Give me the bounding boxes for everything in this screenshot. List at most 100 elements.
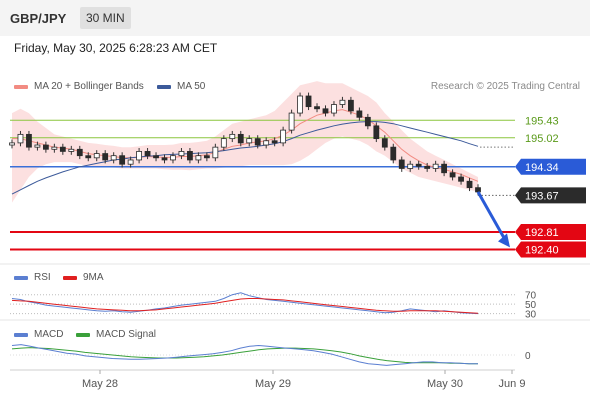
candle-body [280, 129, 287, 144]
candle-body [9, 142, 15, 146]
candle-body [161, 157, 168, 161]
candle-body [475, 187, 481, 193]
candle-body [407, 163, 414, 169]
candle-body [449, 172, 456, 178]
forecast-arrow-head [498, 233, 510, 248]
ma50-line [11, 121, 479, 195]
candle-body [76, 148, 83, 157]
macd-swatch [14, 332, 28, 337]
candle-body [348, 99, 354, 112]
rsi-legend-label: RSI [34, 272, 51, 283]
candle-body [458, 176, 464, 182]
candle-body [153, 155, 159, 159]
support-level-badge [515, 223, 586, 240]
macd-zero-label: 0 [525, 351, 531, 362]
candle-body [271, 140, 278, 144]
x-axis-label: May 28 [82, 378, 118, 390]
macd-signal-swatch [76, 332, 90, 337]
chart-datetime: Friday, May 30, 2025 6:28:23 AM CET [14, 41, 218, 55]
legend-rsi: RSI [14, 272, 51, 283]
rsi-level-label: 30 [525, 310, 537, 321]
level-label: 193.67 [525, 190, 559, 202]
credit-text: Research © 2025 Trading Central [430, 81, 580, 92]
candle-body [441, 163, 448, 174]
candle-body [136, 151, 142, 161]
candle-body [17, 133, 24, 144]
ma20-line [12, 109, 479, 182]
level-label: 195.43 [525, 115, 559, 127]
candle-body [314, 106, 320, 110]
candle-body [322, 108, 329, 114]
candle-body [432, 163, 439, 169]
candle-body [390, 146, 397, 161]
candle-body [178, 151, 185, 157]
legend-ma20: MA 20 + Bollinger Bands [14, 81, 144, 92]
pivot-level-badge [515, 158, 586, 175]
x-axis-label: May 29 [255, 378, 291, 390]
candle-body [331, 104, 337, 114]
rsi-level-label: 70 [525, 291, 537, 302]
candle-body [220, 138, 227, 148]
candle-body [93, 153, 100, 159]
chart-header: GBP/JPY 30 MIN [0, 0, 590, 36]
legend-macd: MACD [14, 329, 63, 340]
candle-body [127, 159, 134, 165]
candle-body [102, 153, 109, 161]
legend-macd-signal: MACD Signal [76, 329, 156, 340]
macd-signal-legend-label: MACD Signal [96, 329, 157, 340]
candle-body [305, 95, 312, 108]
candle-body [187, 151, 193, 161]
candle-body [381, 138, 388, 148]
candle-body [373, 125, 380, 140]
candle-body [466, 180, 473, 189]
candle-body [34, 144, 41, 148]
timeframe-button[interactable]: 30 MIN [80, 7, 131, 29]
candle-body [364, 116, 371, 127]
candle-body [263, 140, 270, 146]
candle-body [424, 165, 431, 169]
x-axis-label: May 30 [427, 378, 463, 390]
candle-body [288, 112, 295, 131]
ma20-swatch [14, 84, 28, 89]
candle-body [246, 138, 253, 144]
candle-body [51, 146, 58, 150]
legend-ma50: MA 50 [157, 81, 205, 92]
rsi-ma-legend-label: 9MA [83, 272, 104, 283]
candle-body [42, 144, 49, 150]
macd-line [11, 344, 478, 366]
candle-body [110, 155, 117, 161]
forecast-arrow [476, 191, 508, 243]
candle-body [339, 99, 346, 105]
candle-body [415, 163, 422, 167]
candle-body [212, 146, 219, 159]
ma50-legend-label: MA 50 [177, 81, 206, 92]
level-label: 194.34 [525, 162, 559, 174]
rsi-ma-line [11, 298, 479, 314]
rsi-ma-swatch [63, 275, 77, 280]
candle-body [68, 148, 75, 152]
candle-body [356, 110, 363, 118]
candle-body [195, 155, 202, 161]
ma50-swatch [157, 84, 171, 89]
symbol-label: GBP/JPY [10, 11, 67, 26]
bollinger-band-area [12, 81, 478, 203]
ma20-legend-label: MA 20 + Bollinger Bands [34, 81, 144, 92]
level-label: 195.02 [525, 133, 559, 145]
candle-body [59, 146, 66, 152]
candle-body [85, 155, 92, 159]
macd-legend-label: MACD [34, 329, 64, 340]
rsi-level-label: 50 [525, 300, 537, 311]
candle-body [297, 95, 303, 114]
level-label: 192.81 [525, 227, 559, 239]
rsi-swatch [14, 275, 28, 280]
support-level-badge [515, 241, 586, 258]
candle-body [203, 155, 210, 159]
candle-body [170, 155, 176, 161]
candle-body [398, 159, 405, 169]
macd-signal-line [11, 347, 478, 365]
candle-body [254, 138, 261, 146]
legend-rsi-ma: 9MA [63, 272, 104, 283]
candle-body [26, 133, 32, 148]
